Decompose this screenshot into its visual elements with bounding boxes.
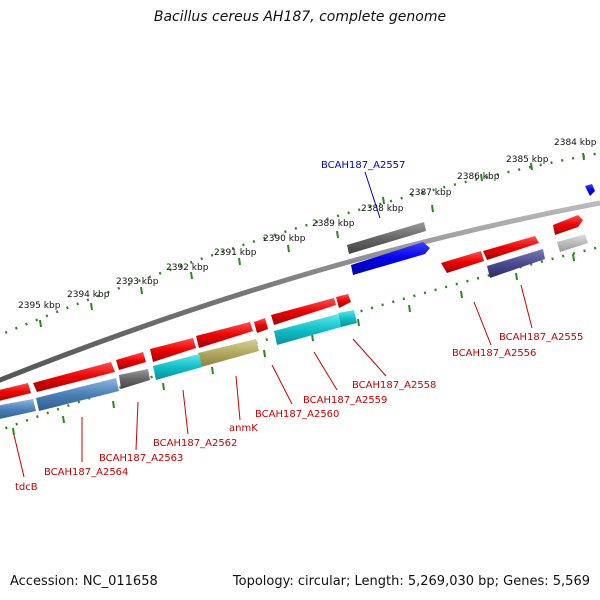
tick-label: 2391 kbp <box>214 248 257 258</box>
tick-label: 2386 kbp <box>457 172 500 182</box>
gene-arrow-red-tdcb[interactable] <box>0 383 31 402</box>
tick-label: 2393 kbp <box>116 277 159 287</box>
gene-label-a2560[interactable]: BCAH187_A2560 <box>255 409 339 420</box>
gene-arrow-light[interactable] <box>557 234 588 252</box>
gene-label-a2558[interactable]: BCAH187_A2558 <box>352 380 436 391</box>
gene-arrow-gray[interactable] <box>347 222 426 254</box>
gene-label-a2564[interactable]: BCAH187_A2564 <box>44 467 128 478</box>
gene-arrow-gray-a2563[interactable] <box>119 369 150 389</box>
gene-arrow-cyan-a2559[interactable] <box>274 314 341 345</box>
gene-label-tdcb[interactable]: tdcB <box>15 482 38 493</box>
gene-label-a2563[interactable]: BCAH187_A2563 <box>99 453 183 464</box>
gene-arrow-red-anmk[interactable] <box>196 322 253 348</box>
gene-labels: BCAH187_A2557 BCAH187_A2555 BCAH187_A255… <box>15 160 583 493</box>
forward-strand-genes <box>0 184 595 420</box>
gene-arrow-red-right[interactable] <box>553 215 583 235</box>
outer-ruler-ticks <box>39 152 585 328</box>
gene-arrow-red-a2558[interactable] <box>336 294 351 308</box>
gene-arrow-red-a2556b[interactable] <box>483 236 539 260</box>
gene-arrow-red-a2560[interactable] <box>254 318 268 333</box>
gene-arrow-blue-small[interactable] <box>585 184 595 196</box>
accession-text: Accession: NC_011658 <box>10 574 158 589</box>
gene-label-a2556[interactable]: BCAH187_A2556 <box>452 348 536 359</box>
gene-arrow-purple-a2555[interactable] <box>487 249 545 278</box>
gene-label-a2555[interactable]: BCAH187_A2555 <box>499 332 583 343</box>
gene-arrow-cyan-a2558[interactable] <box>338 310 357 327</box>
gene-arrow-red-a2559[interactable] <box>271 298 336 325</box>
gene-arrow-steel-a2564[interactable] <box>36 378 119 411</box>
gene-label-a2559[interactable]: BCAH187_A2559 <box>303 395 387 406</box>
gene-arrow-a2557[interactable] <box>351 242 430 275</box>
gene-arrow-steel-tdcb[interactable] <box>0 399 36 420</box>
tick-label: 2392 kbp <box>166 263 209 273</box>
genome-backbone <box>0 200 600 383</box>
gene-arrow-red-a2563[interactable] <box>116 352 146 370</box>
map-title: Bacillus cereus AH187, complete genome <box>153 9 447 25</box>
gene-label-anmk[interactable]: anmK <box>229 423 258 434</box>
tick-label: 2389 kbp <box>312 219 355 229</box>
gene-label-a2562[interactable]: BCAH187_A2562 <box>153 438 237 449</box>
tick-label: 2384 kbp <box>554 138 597 148</box>
genome-summary-text: Topology: circular; Length: 5,269,030 bp… <box>232 574 590 589</box>
gene-leader-lines <box>13 171 533 478</box>
tick-label: 2385 kbp <box>506 155 549 165</box>
ruler-tick-labels: 2384 kbp 2385 kbp 2386 kbp 2387 kbp 2388… <box>18 138 597 311</box>
tick-label: 2388 kbp <box>361 204 404 214</box>
inner-ruler-ticks <box>12 253 575 436</box>
gene-arrow-red-a2564[interactable] <box>33 362 115 392</box>
gene-label-a2557[interactable]: BCAH187_A2557 <box>321 160 405 171</box>
tick-label: 2390 kbp <box>263 234 306 244</box>
gene-arrow-red-a2562[interactable] <box>150 338 196 362</box>
gene-arrow-cyan-a2562[interactable] <box>153 354 202 380</box>
tick-label: 2387 kbp <box>409 188 452 198</box>
tick-label: 2395 kbp <box>18 301 61 311</box>
gene-arrow-olive-anmk[interactable] <box>198 339 259 367</box>
tick-label: 2394 kbp <box>67 290 110 300</box>
gene-arrow-red-a2556[interactable] <box>441 251 484 273</box>
